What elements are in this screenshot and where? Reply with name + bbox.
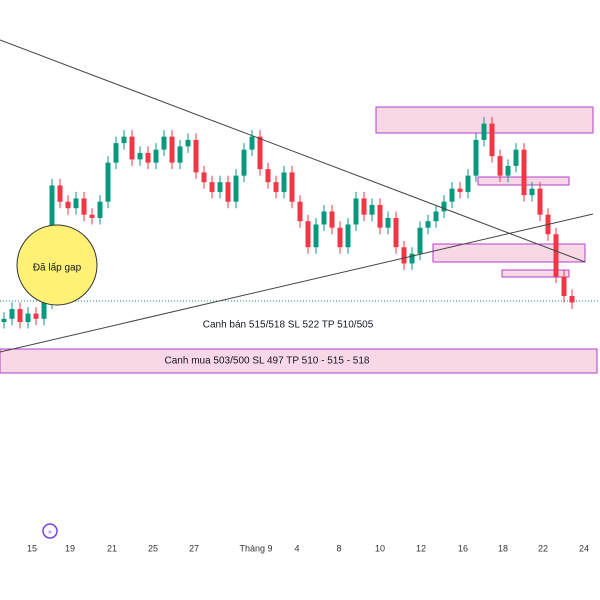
- candle-body: [289, 172, 295, 202]
- candle-body: [457, 188, 463, 192]
- candle-body: [153, 149, 159, 163]
- x-tick-label: 10: [375, 543, 385, 553]
- candle-body: [209, 182, 215, 192]
- zone: [0, 348, 598, 374]
- x-tick-label: 15: [27, 543, 37, 553]
- x-tick-label: 21: [107, 543, 117, 553]
- candle-body: [105, 162, 111, 202]
- candle-body: [273, 182, 279, 192]
- candle-body: [425, 221, 431, 228]
- candle-body: [25, 313, 31, 323]
- candle-body: [529, 188, 535, 196]
- goto-icon-glyph: »: [48, 529, 52, 536]
- candle-body: [41, 302, 47, 319]
- candle-body: [329, 211, 335, 228]
- candle-body: [169, 136, 175, 163]
- candle-body: [201, 172, 207, 183]
- candle-body: [81, 198, 87, 215]
- candle-body: [113, 143, 119, 163]
- candle-body: [369, 204, 375, 215]
- candle-body: [145, 152, 151, 163]
- candle-body: [33, 313, 39, 319]
- x-tick-label: Tháng 9: [239, 543, 272, 553]
- candle-body: [185, 139, 191, 147]
- x-tick-label: 18: [498, 543, 508, 553]
- candle-body: [73, 198, 79, 209]
- gap-circle: [16, 224, 98, 306]
- zone: [432, 243, 586, 263]
- candle-body: [65, 201, 71, 209]
- candle-body: [521, 149, 527, 196]
- x-tick-label: 16: [458, 543, 468, 553]
- candle-body: [9, 309, 15, 319]
- candle-body: [361, 198, 367, 215]
- candle-body: [129, 136, 135, 160]
- candle-body: [193, 139, 199, 173]
- candle-body: [177, 146, 183, 163]
- candle-body: [481, 123, 487, 140]
- x-tick-label: 4: [294, 543, 299, 553]
- candle-body: [321, 211, 327, 225]
- candle-body: [297, 201, 303, 222]
- candle-body: [217, 182, 223, 192]
- x-axis: 15 19 21 25 27 Tháng 9 4 8 10 12 16 18 22 24: [27, 543, 589, 553]
- candle-body: [441, 201, 447, 212]
- candle-body: [513, 149, 519, 166]
- candle-body: [377, 204, 383, 228]
- candle-body: [17, 309, 23, 323]
- x-tick-label: 19: [65, 543, 75, 553]
- candle-body: [313, 224, 319, 248]
- candle-body: [385, 217, 391, 228]
- x-tick-label: 27: [189, 543, 199, 553]
- trend-line: [0, 213, 594, 353]
- candle-body: [265, 169, 271, 183]
- annotation: Canh mua 503/500 SL 497 TP 510 - 515 - 5…: [165, 356, 370, 367]
- candle-body: [97, 201, 103, 218]
- candle-body: [281, 172, 287, 192]
- candle-body: [497, 156, 503, 176]
- candle-body: [137, 152, 143, 160]
- x-tick-label: 12: [416, 543, 426, 553]
- candle-body: [89, 214, 95, 218]
- candle-body: [537, 188, 543, 215]
- candle-body: [473, 139, 479, 176]
- goto-icon[interactable]: [42, 523, 58, 539]
- candle-body: [225, 182, 231, 202]
- candle-body: [161, 136, 167, 150]
- candle-body: [353, 198, 359, 225]
- candle-body: [505, 165, 511, 176]
- candle-body: [409, 253, 415, 264]
- candle-body: [569, 296, 575, 303]
- x-tick-label: 24: [579, 543, 589, 553]
- candle-body: [337, 227, 343, 248]
- candle-body: [1, 318, 7, 323]
- candle-body: [465, 175, 471, 192]
- zone: [501, 269, 570, 278]
- candle-body: [257, 136, 263, 170]
- trend-line: [0, 39, 586, 263]
- candle-body: [241, 149, 247, 176]
- candle-body: [489, 123, 495, 157]
- candle-body: [57, 185, 63, 202]
- annotation: Đã lấp gap: [33, 262, 82, 274]
- x-tick-label: 25: [148, 543, 158, 553]
- candle-body: [433, 211, 439, 222]
- candle-body: [121, 136, 127, 144]
- candle-body: [401, 247, 407, 264]
- candle-body: [249, 136, 255, 150]
- x-tick-label: 8: [336, 543, 341, 553]
- candle-body: [417, 227, 423, 254]
- candle-body: [305, 221, 311, 248]
- candle-body: [393, 217, 399, 248]
- x-tick-label: 22: [538, 543, 548, 553]
- candle-body: [449, 188, 455, 202]
- candle-body: [233, 175, 239, 202]
- annotation: Canh bán 515/518 SL 522 TP 510/505: [203, 320, 374, 331]
- candle-body: [553, 234, 559, 277]
- candle-body: [345, 224, 351, 248]
- candle-body: [561, 276, 567, 297]
